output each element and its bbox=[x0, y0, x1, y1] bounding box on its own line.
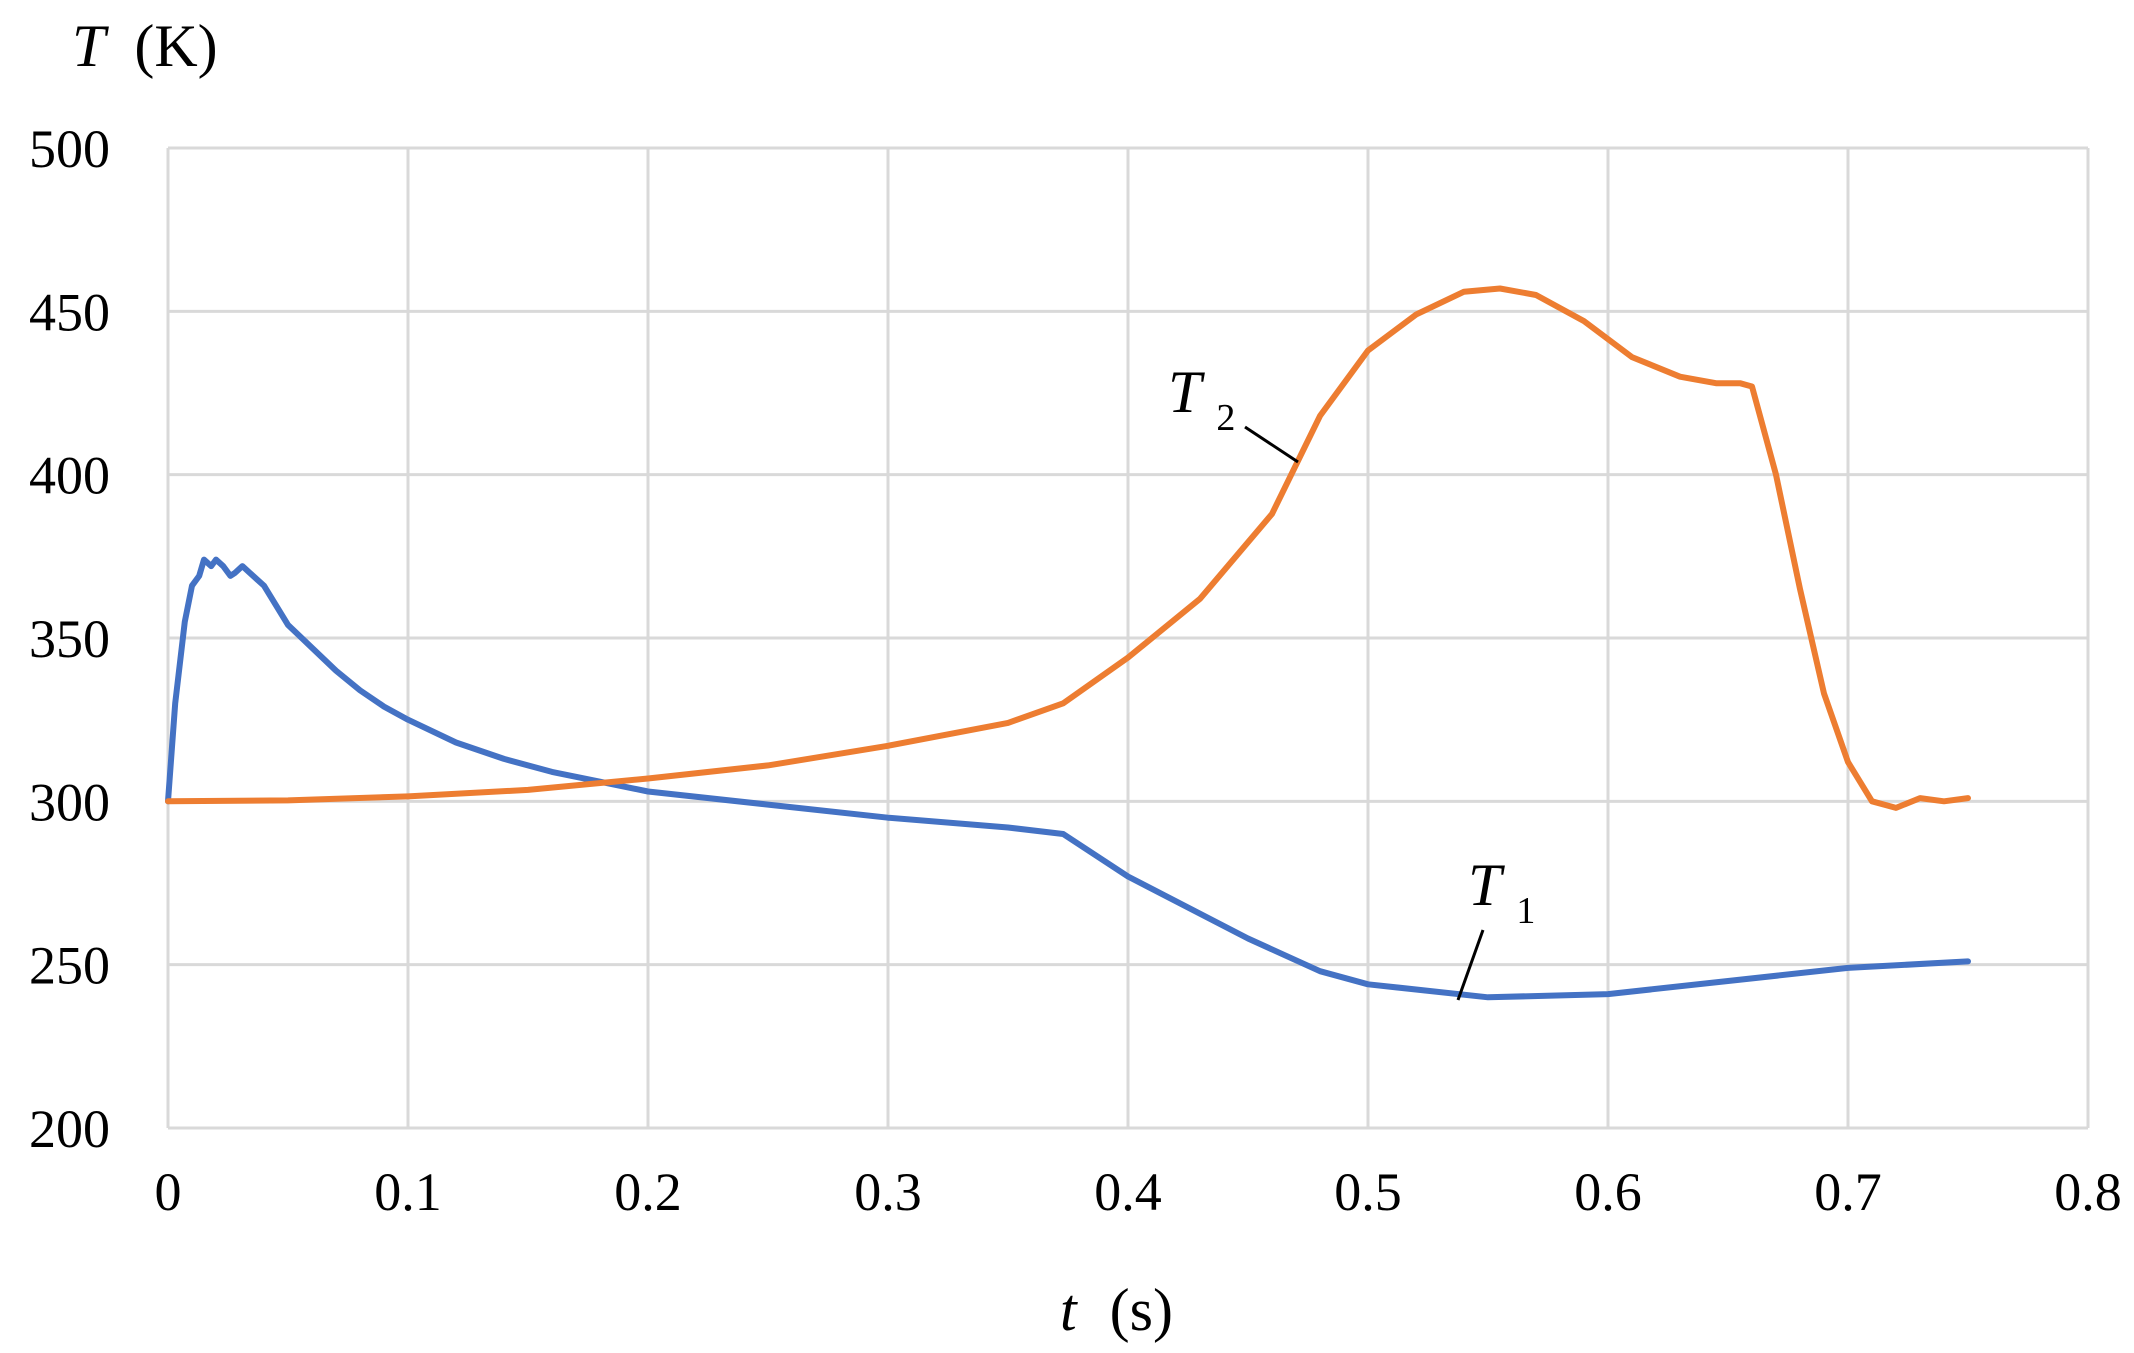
series-layer bbox=[165, 285, 1971, 1001]
series-line-t2 bbox=[165, 285, 1971, 811]
annotation-t1-subscript: 1 bbox=[1516, 890, 1535, 932]
annotation-t2: T 2 bbox=[1168, 359, 1299, 464]
y-tick-label: 500 bbox=[29, 119, 110, 179]
y-axis-title: T (K) bbox=[72, 13, 218, 79]
y-tick-label: 250 bbox=[29, 936, 110, 996]
y-axis-variable: T bbox=[72, 13, 109, 79]
annotation-t2-leader bbox=[1244, 425, 1299, 464]
x-tick-label: 0.1 bbox=[374, 1162, 442, 1222]
annotation-t2-variable: T bbox=[1168, 359, 1205, 425]
grid bbox=[166, 146, 2090, 1130]
annotation-t1-variable: T bbox=[1468, 852, 1505, 918]
x-tick-label: 0.7 bbox=[1814, 1162, 1882, 1222]
x-axis-unit: (s) bbox=[1110, 1277, 1173, 1343]
y-tick-label: 450 bbox=[29, 282, 110, 342]
x-tick-label: 0.5 bbox=[1334, 1162, 1402, 1222]
y-tick-label: 300 bbox=[29, 772, 110, 832]
y-tick-label: 400 bbox=[29, 446, 110, 506]
x-tick-label: 0.8 bbox=[2054, 1162, 2122, 1222]
series-line-t1 bbox=[165, 556, 1971, 1001]
x-tick-label: 0.2 bbox=[614, 1162, 682, 1222]
svg-text:T 2: T 2 bbox=[1168, 359, 1235, 439]
x-tick-label: 0.3 bbox=[854, 1162, 922, 1222]
y-axis-unit: (K) bbox=[134, 13, 217, 79]
tick-labels: 0 0.1 0.2 0.3 0.4 0.5 0.6 0.7 0.8 500 450 400 350 300… bbox=[29, 119, 2122, 1222]
x-axis-variable: t bbox=[1060, 1277, 1078, 1343]
x-tick-label: 0.4 bbox=[1094, 1162, 1162, 1222]
x-axis-title: t (s) bbox=[1060, 1277, 1173, 1343]
annotation-t1: T 1 bbox=[1456, 852, 1535, 1001]
y-tick-label: 350 bbox=[29, 609, 110, 669]
svg-text:T 1: T 1 bbox=[1468, 852, 1535, 932]
y-tick-label: 200 bbox=[29, 1099, 110, 1159]
x-tick-label: 0 bbox=[155, 1162, 182, 1222]
annotation-t1-leader bbox=[1456, 929, 1485, 1001]
annotation-t2-subscript: 2 bbox=[1216, 397, 1235, 439]
x-tick-label: 0.6 bbox=[1574, 1162, 1642, 1222]
